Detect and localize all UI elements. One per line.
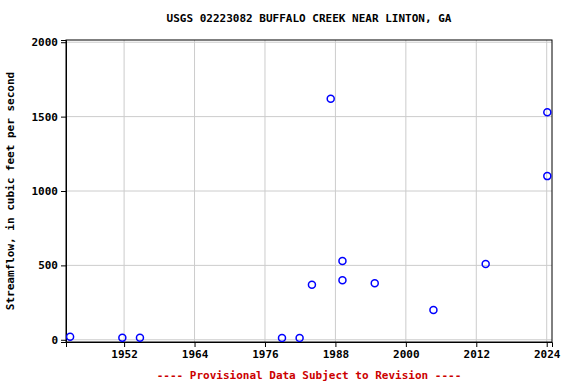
grid-line	[66, 42, 552, 43]
tick-mark	[61, 340, 66, 341]
x-axis: 1952 1964 1976 1988 2000 2012 2024	[67, 342, 561, 361]
tick-label: 2012	[464, 348, 491, 361]
tick: 1952	[111, 342, 138, 361]
tick-mark	[61, 191, 66, 192]
tick-label: 500	[38, 259, 58, 272]
point	[67, 333, 74, 340]
tick: 2000	[393, 342, 420, 361]
tick: 2000	[32, 36, 67, 49]
point	[279, 334, 286, 341]
tick-label: 1976	[252, 348, 279, 361]
point	[339, 257, 346, 264]
point	[430, 307, 437, 314]
grid-line	[66, 265, 552, 266]
grid	[66, 40, 552, 342]
point	[482, 260, 489, 267]
tick-label: 2024	[534, 348, 561, 361]
tick: 1988	[323, 342, 350, 361]
tick-mark	[61, 42, 66, 43]
tick-label: 2000	[32, 36, 59, 49]
y-label: Streamflow, in cubic feet per second	[4, 72, 17, 310]
point	[296, 334, 303, 341]
grid-line	[66, 116, 552, 117]
tick: 2012	[464, 342, 491, 361]
chart: 1952 1964 1976 1988 2000 2012 2024 0 500 1000 1500…	[0, 0, 576, 384]
y-axis: 0 500 1000 1500 2000	[32, 36, 67, 347]
tick-label: 1964	[182, 348, 209, 361]
annotation: ---- Provisional Data Subject to Revisio…	[157, 369, 462, 382]
tick-mark	[124, 342, 125, 347]
tick: 0	[51, 334, 66, 347]
grid-line	[66, 339, 552, 340]
tick: 1000	[32, 185, 67, 198]
tick-mark	[335, 342, 336, 347]
title: USGS 02223082 BUFFALO CREEK NEAR LINTON,…	[167, 12, 452, 25]
tick: 1964	[182, 342, 209, 361]
point	[327, 95, 334, 102]
tick: 500	[38, 259, 66, 272]
tick: 2024	[534, 342, 561, 361]
tick-mark	[547, 342, 548, 347]
tick-label: 1500	[32, 111, 59, 124]
point	[136, 334, 143, 341]
axis-line	[67, 343, 553, 348]
points	[67, 95, 551, 341]
tick: 1976	[252, 342, 279, 361]
plot: 1952 1964 1976 1988 2000 2012 2024 0 500 1000 1500…	[32, 36, 561, 361]
tick-mark	[61, 265, 66, 266]
tick-label: 1952	[111, 348, 138, 361]
point	[544, 109, 551, 116]
axis-line	[61, 41, 67, 343]
tick-label: 0	[51, 334, 58, 347]
tick-mark	[476, 342, 477, 347]
tick: 1500	[32, 111, 67, 124]
tick-mark	[61, 117, 66, 118]
point	[371, 280, 378, 287]
tick-label: 1000	[32, 185, 59, 198]
tick-mark	[265, 342, 266, 347]
frame	[66, 40, 552, 342]
tick-mark	[195, 342, 196, 347]
point	[119, 334, 126, 341]
tick-mark	[406, 342, 407, 347]
point	[308, 281, 315, 288]
grid-line	[66, 191, 552, 192]
tick-label: 2000	[393, 348, 420, 361]
point	[339, 277, 346, 284]
point	[544, 173, 551, 180]
tick-label: 1988	[323, 348, 350, 361]
